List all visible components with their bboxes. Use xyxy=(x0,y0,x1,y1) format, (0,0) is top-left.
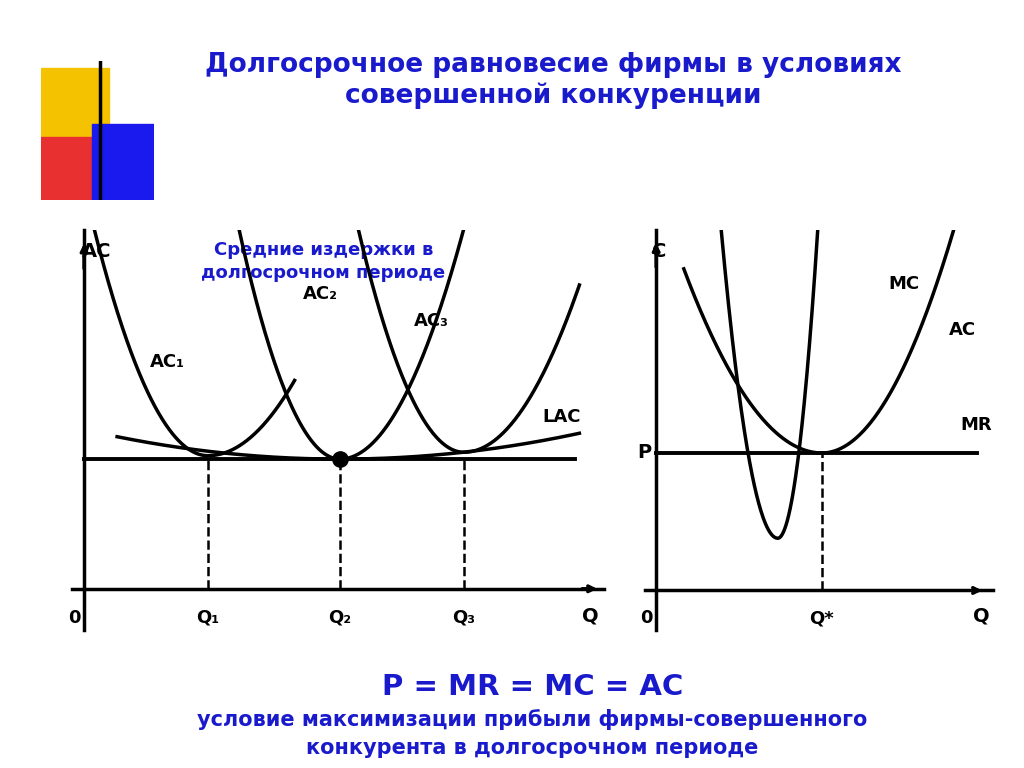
Text: Q*: Q* xyxy=(810,609,835,627)
Text: C: C xyxy=(652,243,667,261)
Text: AC₁: AC₁ xyxy=(151,353,185,371)
Text: Q₃: Q₃ xyxy=(453,609,475,627)
Text: 0: 0 xyxy=(640,609,652,627)
Text: LAC: LAC xyxy=(543,408,581,425)
Text: Средние издержки в
долгосрочном периоде: Средние издержки в долгосрочном периоде xyxy=(202,240,445,283)
Bar xyxy=(41,68,109,151)
Bar xyxy=(92,124,154,200)
Text: Q₂: Q₂ xyxy=(329,609,351,627)
Bar xyxy=(41,137,102,200)
Text: AC: AC xyxy=(949,321,976,339)
Text: P: P xyxy=(637,443,651,462)
Text: AC₃: AC₃ xyxy=(415,312,450,330)
Text: условие максимизации прибыли фирмы-совершенного
конкурента в долгосрочном период: условие максимизации прибыли фирмы-совер… xyxy=(198,709,867,758)
Text: Q₁: Q₁ xyxy=(197,609,219,627)
Text: MR: MR xyxy=(961,416,992,434)
Text: Q: Q xyxy=(973,607,990,626)
Text: AC₂: AC₂ xyxy=(303,285,338,303)
Text: Q: Q xyxy=(583,607,599,626)
Text: P = MR = MC = AC: P = MR = MC = AC xyxy=(382,674,683,701)
Text: Долгосрочное равновесие фирмы в условиях
совершенной конкуренции: Долгосрочное равновесие фирмы в условиях… xyxy=(205,52,901,109)
Text: AC: AC xyxy=(82,243,112,261)
Text: 0: 0 xyxy=(68,609,81,627)
Text: MC: MC xyxy=(888,275,920,293)
